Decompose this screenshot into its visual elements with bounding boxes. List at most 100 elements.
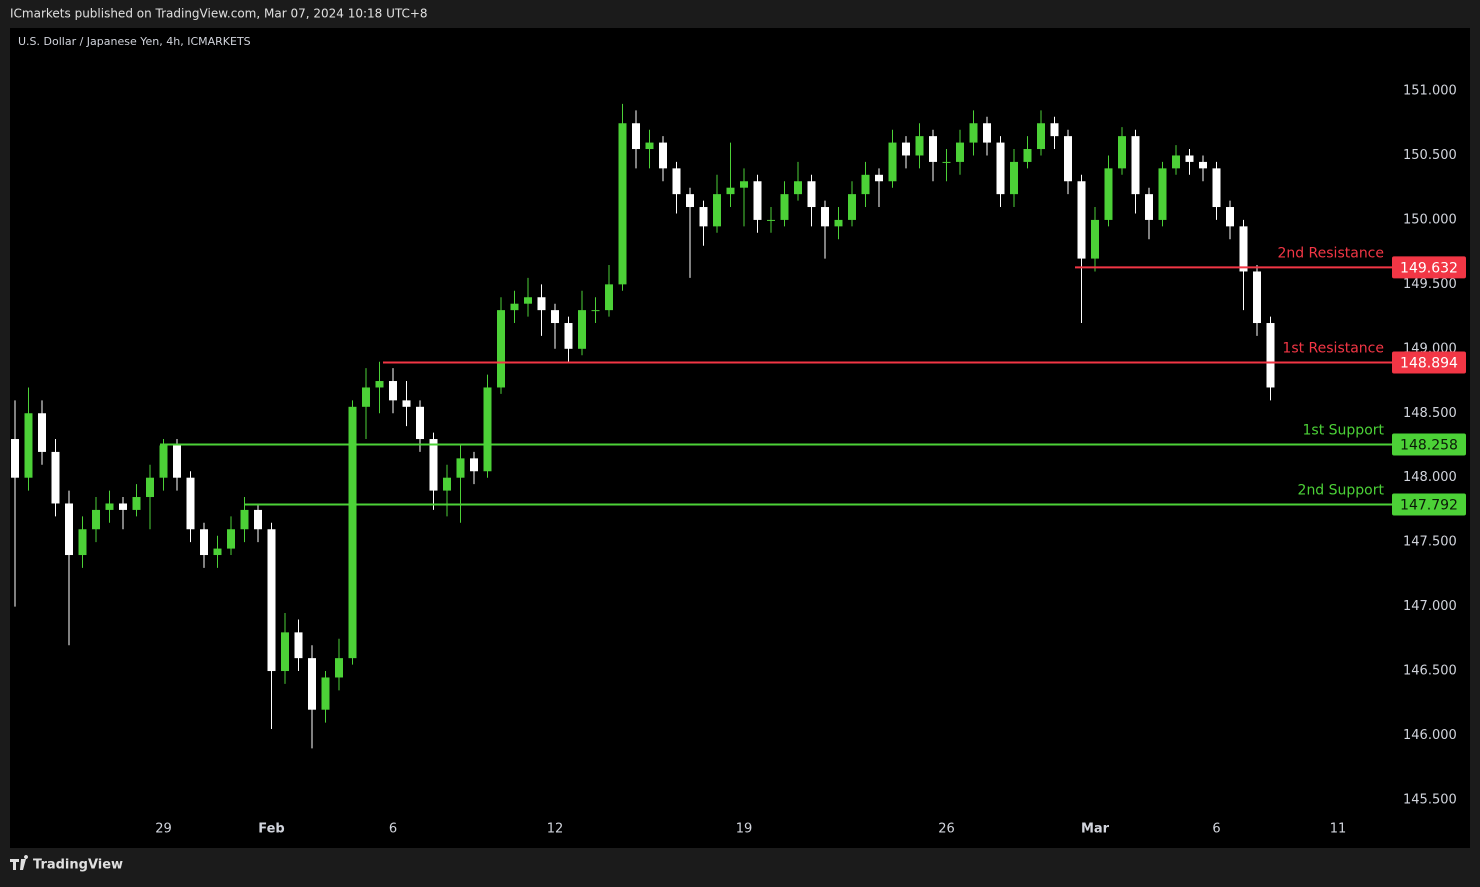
candle-body [443,477,451,491]
level-name: 1st Resistance [1282,340,1384,356]
price-tag-label: 148.894 [1400,355,1458,371]
candle-body [956,142,964,162]
candle-body [213,548,222,556]
candle-body [672,168,681,195]
candle-body [1158,168,1167,220]
candle-body [1185,155,1194,162]
candle-body [1118,136,1126,169]
candle-body [105,503,114,510]
candle-body [38,413,46,452]
y-tick-label: 145.500 [1403,792,1457,807]
candle-body [1172,155,1180,169]
price-tag-label: 148.258 [1400,437,1458,453]
candle-body [335,658,343,678]
candle-body [429,439,438,491]
candle-body [132,497,141,510]
level-name: 2nd Support [1298,483,1385,499]
y-tick-label: 146.000 [1403,728,1457,743]
candle-body [1050,123,1059,137]
chart-title: U.S. Dollar / Japanese Yen, 4h, ICMARKET… [18,35,251,48]
candle-body [159,445,168,478]
candle-body [348,406,357,659]
candle-body [686,194,694,208]
candle-body [780,194,789,220]
candle-body [632,123,640,150]
y-tick-label: 148.500 [1403,406,1457,421]
candle-body [1226,207,1234,227]
candle-body [200,529,208,556]
candle-body [591,310,600,312]
candle-body [456,458,465,478]
candle-body [659,142,667,169]
header: ICmarkets published on TradingView.com, … [10,7,428,21]
candle-body [65,503,73,556]
candle-body [362,387,370,407]
candle-body [1199,161,1207,169]
x-tick-label: 6 [1212,822,1220,837]
candle-body [375,381,384,388]
candle-body [618,123,627,285]
candle-body [1064,136,1072,182]
price-tag-label: 147.792 [1400,498,1458,514]
price-tag [1392,256,1466,279]
price-tag [1392,433,1466,456]
candle-body [402,400,411,407]
candle-body [227,529,235,549]
y-tick-label: 148.000 [1403,470,1457,485]
candle-body [146,477,154,498]
price-tag [1392,351,1466,374]
candle-body [983,123,991,143]
candle-body [834,219,843,227]
candle-body [996,142,1005,195]
candle-body [1131,136,1140,195]
y-tick-label: 151.000 [1403,84,1457,99]
candle-body [497,310,505,388]
y-tick-label: 150.000 [1403,212,1457,227]
price-tag [1392,493,1466,516]
candle-body [726,187,735,195]
candle-body [321,677,330,710]
candle-body [875,174,883,182]
candle-body [578,310,586,349]
y-tick-label: 149.500 [1403,277,1457,292]
candle-body [1104,168,1113,220]
candle-body [24,413,33,478]
candle-body [1212,168,1221,208]
candle-body [861,174,870,195]
candle-body [929,136,937,162]
candle-body [915,136,924,156]
candle-body [1253,271,1261,324]
candle-body [1023,149,1032,162]
x-tick-label: 26 [938,822,955,837]
y-tick-label: 146.500 [1403,664,1457,679]
candle-body [942,161,951,163]
candle-body [11,439,19,478]
candle-body [51,451,60,504]
candle-body [119,503,127,510]
candle-body [186,477,195,530]
x-tick-label: 6 [389,822,397,837]
chart-pane [10,28,1470,848]
candle-body [78,529,87,556]
candle-body [1266,323,1275,388]
candle-body [848,194,856,220]
candle-body [902,142,910,156]
y-tick-label: 150.500 [1403,148,1457,163]
candle-body [551,310,559,324]
candle-body [483,387,492,472]
candle-body [969,123,978,143]
candle-body [267,529,276,672]
candle-body [1077,181,1086,259]
candle-body [794,181,802,195]
candle-body [1091,219,1099,259]
candle-body [1239,226,1248,272]
candle-body [92,509,100,530]
candle-body [1037,123,1045,150]
candle-body [740,181,748,188]
y-tick-label: 147.000 [1403,599,1457,614]
footer-brand: TradingView [33,858,123,873]
candle-body [510,303,519,311]
candle-body [173,445,181,478]
candle-body [767,219,775,221]
